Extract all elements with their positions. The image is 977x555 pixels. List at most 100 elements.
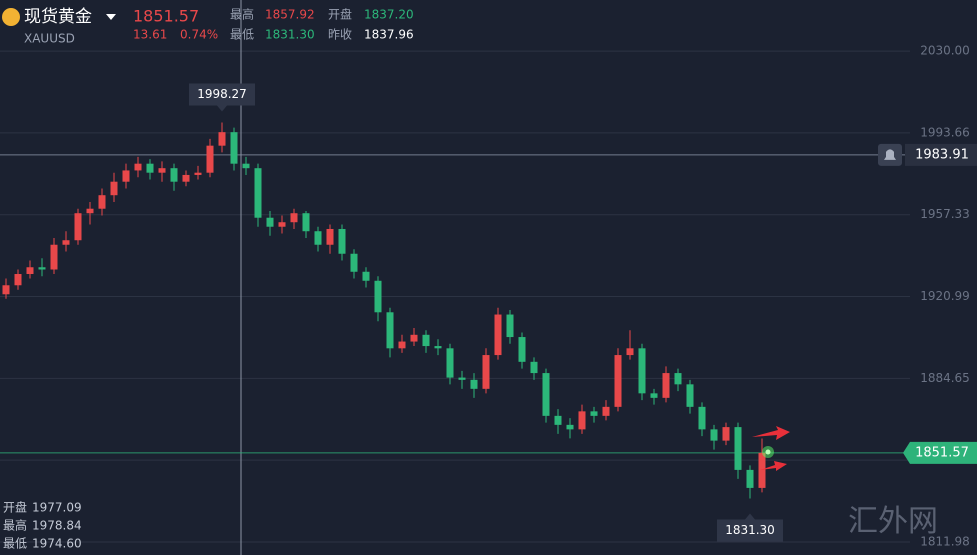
candle-body bbox=[602, 406, 610, 416]
candle-body bbox=[626, 348, 634, 356]
callout-label: 1831.30 bbox=[725, 523, 775, 537]
candle-body bbox=[254, 168, 262, 218]
candle-body bbox=[2, 285, 10, 295]
stat-label: 最高 bbox=[230, 7, 254, 22]
candle-body bbox=[722, 427, 730, 441]
candle-body bbox=[302, 213, 310, 232]
candle-body bbox=[98, 195, 106, 209]
candle-body bbox=[74, 213, 82, 241]
price: 1851.57 bbox=[133, 7, 199, 26]
candles bbox=[2, 122, 766, 499]
grid-layer: 2030.001993.661957.331920.991884.651848.… bbox=[0, 44, 970, 548]
y-tick-label: 1811.98 bbox=[920, 534, 970, 548]
stat-label: 开盘 bbox=[328, 7, 352, 22]
callout-bg bbox=[189, 83, 255, 112]
candle-body bbox=[170, 168, 178, 182]
candle-body bbox=[758, 452, 766, 488]
change-pct: 0.74% bbox=[180, 28, 218, 42]
y-tick-label: 1957.33 bbox=[920, 207, 970, 221]
candle-body bbox=[194, 172, 202, 175]
candle-body bbox=[614, 355, 622, 407]
candle-body bbox=[554, 415, 562, 425]
candle-body bbox=[398, 341, 406, 349]
candle-body bbox=[230, 132, 238, 164]
y-tick-label: 2030.00 bbox=[920, 44, 970, 58]
price-label: 1851.57 bbox=[915, 445, 969, 460]
candle-body bbox=[590, 411, 598, 416]
price-lines: 1983.91 1851.57 bbox=[0, 143, 977, 464]
info-label: 最低 bbox=[3, 537, 27, 551]
candle-body bbox=[698, 406, 706, 430]
candle-body bbox=[242, 163, 250, 169]
dropdown-arrow[interactable] bbox=[106, 14, 116, 20]
candle-body bbox=[266, 217, 274, 227]
instrument-name: 现货黄金 bbox=[24, 7, 92, 27]
y-tick-label: 1920.99 bbox=[920, 289, 970, 303]
candle-body bbox=[362, 271, 370, 281]
price-label-bg bbox=[905, 143, 977, 166]
candle-body bbox=[650, 393, 658, 398]
trend-arrows bbox=[752, 426, 790, 471]
change: 13.61 bbox=[133, 28, 167, 42]
candle-body bbox=[62, 240, 70, 245]
price-label-bg bbox=[903, 441, 977, 464]
candle-body bbox=[710, 429, 718, 441]
candle-body bbox=[350, 253, 358, 272]
ohlc-info: 开盘 1977.09 最高 1978.84 最低 1974.60 bbox=[3, 500, 82, 551]
candle-body bbox=[158, 168, 166, 173]
candle-body bbox=[338, 228, 346, 254]
candle-body bbox=[422, 334, 430, 347]
arrow bbox=[752, 426, 790, 440]
candle-body bbox=[746, 469, 754, 488]
info-value: 1974.60 bbox=[32, 537, 82, 551]
annotations: 1998.27 1831.30 bbox=[189, 83, 783, 542]
price-label: 1983.91 bbox=[915, 147, 969, 162]
candle-body bbox=[26, 267, 34, 275]
candle-body bbox=[686, 384, 694, 407]
watermark: 汇外网 bbox=[848, 504, 938, 539]
candle-body bbox=[734, 427, 742, 470]
candle-body bbox=[518, 337, 526, 362]
info-value: 1977.09 bbox=[32, 501, 82, 515]
stat-value: 1837.20 bbox=[364, 8, 414, 22]
candle-body bbox=[386, 312, 394, 349]
candle-body bbox=[278, 222, 286, 227]
candle-body bbox=[146, 163, 154, 173]
candle-body bbox=[410, 334, 418, 342]
candle-body bbox=[470, 379, 478, 389]
candle-body bbox=[674, 373, 682, 385]
candle-body bbox=[182, 174, 190, 182]
candle-body bbox=[206, 145, 214, 173]
symbol: XAUUSD bbox=[24, 32, 75, 46]
stat-value: 1831.30 bbox=[265, 28, 315, 42]
candle-body bbox=[374, 280, 382, 313]
candle-body bbox=[134, 163, 142, 171]
info-label: 开盘 bbox=[3, 500, 27, 515]
candle-body bbox=[542, 373, 550, 416]
info-value: 1978.84 bbox=[32, 519, 82, 533]
candle-body bbox=[14, 274, 22, 286]
candle-body bbox=[122, 170, 130, 182]
live-dot bbox=[765, 449, 771, 455]
alert-bell bbox=[884, 149, 896, 160]
candle-body bbox=[290, 213, 298, 223]
candle-body bbox=[434, 346, 442, 349]
candle-body bbox=[530, 361, 538, 374]
candle-body bbox=[506, 314, 514, 338]
callout-bg bbox=[717, 513, 783, 542]
gold-icon bbox=[2, 8, 20, 26]
stat-value: 1857.92 bbox=[265, 8, 315, 22]
candle-body bbox=[314, 231, 322, 245]
candle-body bbox=[50, 244, 58, 270]
candle-body bbox=[566, 424, 574, 430]
candle-body bbox=[482, 355, 490, 389]
stat-value: 1837.96 bbox=[364, 28, 414, 42]
callout-label: 1998.27 bbox=[197, 87, 247, 101]
y-tick-label: 1884.65 bbox=[920, 371, 970, 385]
candle-body bbox=[218, 132, 226, 146]
y-tick-label: 1993.66 bbox=[920, 125, 970, 139]
candle-body bbox=[578, 411, 586, 430]
